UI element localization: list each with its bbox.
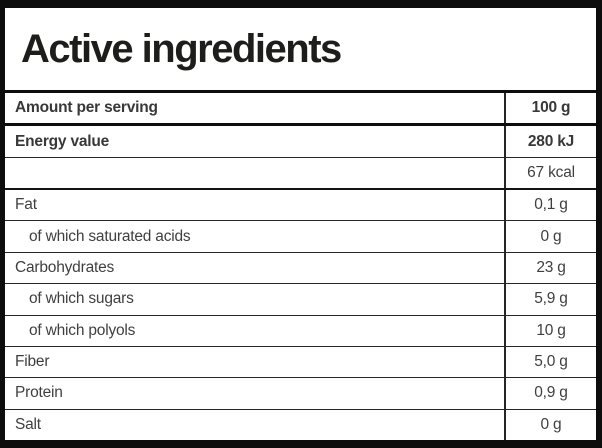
row-label: Protein: [15, 384, 63, 402]
row-label: Energy value: [15, 132, 110, 150]
row-value: 5,9 g: [504, 284, 596, 315]
row-label: Salt: [15, 415, 41, 433]
row-value: 23 g: [504, 252, 596, 284]
row-label: Fiber: [15, 353, 50, 371]
panel-title-block: Active ingredients: [5, 8, 596, 93]
row-value: 67 kcal: [504, 157, 596, 189]
table-row: Fiber 5,0 g: [5, 346, 596, 379]
table-row: Energy value 280 kJ: [5, 126, 596, 158]
table-row: Fat 0,1 g: [5, 190, 596, 222]
row-label: Fat: [15, 196, 37, 214]
row-value: 0 g: [504, 221, 596, 252]
table-row: of which sugars 5,9 g: [5, 284, 596, 316]
table-row: Salt 0 g: [5, 409, 596, 440]
row-value: 0,9 g: [504, 378, 596, 409]
table-row: of which polyols 10 g: [5, 315, 596, 347]
row-value: 100 g: [504, 93, 596, 124]
table-row: Amount per serving 100 g: [5, 93, 596, 127]
table-row: Carbohydrates 23 g: [5, 252, 596, 285]
row-label: of which saturated acids: [29, 227, 191, 245]
row-label: [5, 158, 504, 188]
nutrition-table: Amount per serving 100 g Energy value 28…: [5, 93, 596, 440]
row-value: 10 g: [504, 315, 596, 346]
table-row: of which saturated acids 0 g: [5, 221, 596, 253]
row-label: of which polyols: [29, 321, 136, 339]
table-row: 67 kcal: [5, 157, 596, 191]
row-value: 280 kJ: [504, 126, 596, 157]
row-label: of which sugars: [29, 290, 134, 308]
row-label: Carbohydrates: [15, 258, 115, 276]
panel-title: Active ingredients: [21, 27, 342, 71]
table-row: Protein 0,9 g: [5, 378, 596, 410]
row-label: Amount per serving: [15, 99, 158, 117]
row-value: 0,1 g: [504, 190, 596, 221]
row-value: 5,0 g: [504, 346, 596, 378]
row-value: 0 g: [504, 409, 596, 440]
